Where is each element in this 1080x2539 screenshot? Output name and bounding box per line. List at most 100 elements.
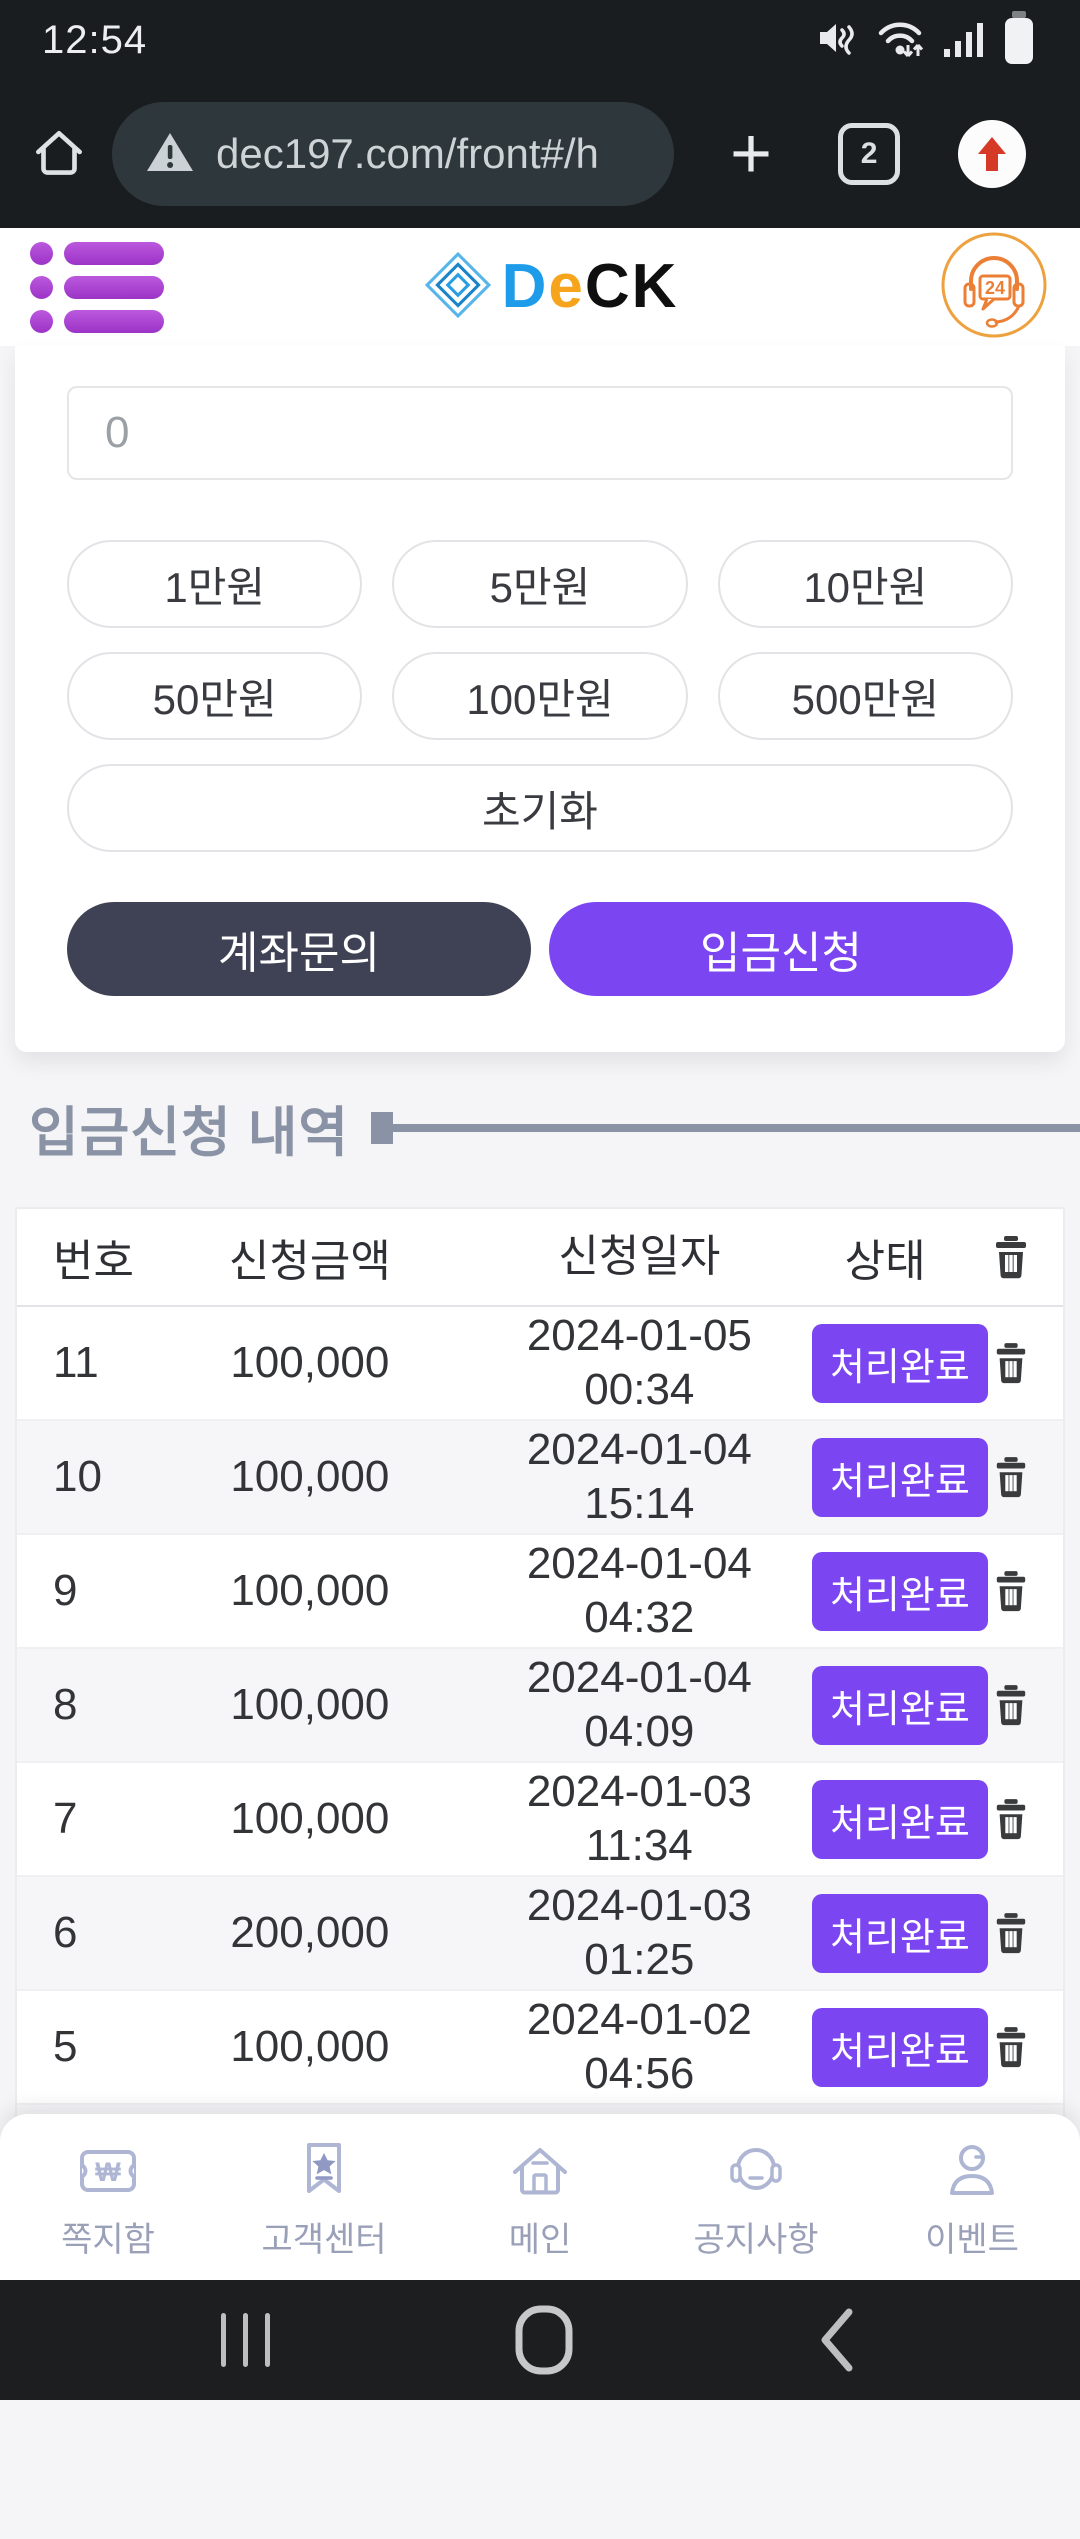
table-row: 5 100,000 2024-01-02 04:56 처리완료 xyxy=(17,1989,1063,2103)
table-header-row: 번호 신청금액 신청일자 상태 xyxy=(17,1209,1063,1307)
status-badge: 처리완료 xyxy=(811,1551,988,1631)
row-number: 9 xyxy=(53,1566,78,1615)
deposit-request-button[interactable]: 입금신청 xyxy=(549,902,1013,996)
trash-icon xyxy=(995,1236,1026,1279)
status-badge: 처리완료 xyxy=(811,1437,988,1517)
trash-icon xyxy=(996,1685,1025,1726)
wifi-icon xyxy=(874,15,926,66)
delete-row-button[interactable] xyxy=(993,1684,1029,1726)
row-amount: 100,000 xyxy=(230,1566,390,1615)
nav-item-events[interactable]: 이벤트 xyxy=(882,2138,1062,2261)
delete-all-button[interactable] xyxy=(958,1235,1063,1279)
row-amount: 100,000 xyxy=(230,1680,390,1729)
table-body: 11 100,000 2024-01-05 00:34 처리완료 10 100,0… xyxy=(17,1307,1063,2217)
deposit-form-card: 1만원 5만원 10만원 50만원 100만원 500만원 초기화 계좌문의 입금신청 xyxy=(15,346,1065,1052)
home-icon xyxy=(513,2147,567,2194)
nav-item-messages[interactable]: ₩ 쪽지함 xyxy=(18,2138,198,2261)
deposit-amount-input[interactable] xyxy=(67,386,1013,480)
nav-item-customer-center[interactable]: 고객센터 xyxy=(234,2138,414,2261)
site-header: DeCK 24 xyxy=(0,228,1080,346)
trash-icon xyxy=(996,2027,1025,2068)
delete-row-button[interactable] xyxy=(993,1798,1029,1840)
row-number: 11 xyxy=(53,1338,99,1387)
delete-row-button[interactable] xyxy=(993,1456,1029,1498)
update-arrow-icon xyxy=(978,137,1007,171)
clock: 12:54 xyxy=(42,17,148,62)
headset-person-icon xyxy=(730,2147,782,2190)
table-row: 7 100,000 2024-01-03 11:34 처리완료 xyxy=(17,1761,1063,1875)
trash-icon xyxy=(996,1457,1025,1498)
table-row: 10 100,000 2024-01-04 15:14 처리완료 xyxy=(17,1419,1063,1533)
trash-icon xyxy=(996,1343,1025,1384)
chrome-update-button[interactable] xyxy=(958,120,1027,188)
deck-logo[interactable]: DeCK xyxy=(424,251,679,324)
deck-diamond-logo-icon xyxy=(424,251,492,324)
browser-toolbar: dec197.com/front#/h + 2 xyxy=(0,80,1080,228)
delete-row-button[interactable] xyxy=(993,1912,1029,1954)
customer-support-24h-button[interactable]: 24 xyxy=(938,229,1050,346)
svg-text:24: 24 xyxy=(985,278,1005,298)
battery-icon xyxy=(1000,9,1038,72)
table-row: 8 100,000 2024-01-04 04:09 처리완료 xyxy=(17,1647,1063,1761)
reset-button[interactable]: 초기화 xyxy=(67,764,1013,852)
account-inquiry-button[interactable]: 계좌문의 xyxy=(67,902,531,996)
row-number: 6 xyxy=(53,1908,78,1957)
trash-icon xyxy=(996,1799,1025,1840)
new-tab-button[interactable]: + xyxy=(730,114,773,194)
row-number: 10 xyxy=(53,1452,102,1501)
person-icon xyxy=(950,2144,994,2195)
hamburger-menu-button[interactable] xyxy=(30,241,164,333)
form-actions: 계좌문의 입금신청 xyxy=(67,902,1013,996)
status-icons xyxy=(814,9,1038,72)
mute-vibrate-icon xyxy=(814,16,858,65)
col-header-status: 상태 xyxy=(844,1237,926,1286)
back-button[interactable] xyxy=(811,2304,865,2376)
deck-wordmark: DeCK xyxy=(501,252,679,321)
delete-row-button[interactable] xyxy=(993,2026,1029,2068)
android-status-bar: 12:54 xyxy=(0,0,1080,80)
bottom-navigation: ₩ 쪽지함 고객센터 메인 공지사항 이벤트 xyxy=(0,2114,1080,2280)
status-badge: 처리완료 xyxy=(811,1893,988,1973)
svg-text:₩: ₩ xyxy=(95,2157,121,2187)
row-number: 5 xyxy=(53,2022,78,2071)
col-header-amount: 신청금액 xyxy=(228,1237,391,1286)
table-row: 11 100,000 2024-01-05 00:34 처리완료 xyxy=(17,1307,1063,1419)
address-bar[interactable]: dec197.com/front#/h xyxy=(112,102,674,206)
row-number: 8 xyxy=(53,1680,78,1729)
delete-row-button[interactable] xyxy=(993,1570,1029,1612)
home-square-icon xyxy=(515,2305,573,2375)
table-row: 6 200,000 2024-01-03 01:25 처리완료 xyxy=(17,1875,1063,1989)
row-date: 2024-01-02 04:56 xyxy=(526,1995,752,2098)
home-button[interactable] xyxy=(512,2303,576,2377)
status-badge: 처리완료 xyxy=(811,2007,988,2087)
browser-home-button[interactable] xyxy=(28,123,90,185)
section-title-row: 입금신청 내역 xyxy=(29,1088,1080,1167)
quick-amount-button[interactable]: 100만원 xyxy=(392,652,688,740)
title-square-decoration xyxy=(371,1111,394,1144)
nav-item-main[interactable]: 메인 xyxy=(450,2138,630,2261)
quick-amount-button[interactable]: 1만원 xyxy=(67,540,363,628)
row-amount: 100,000 xyxy=(230,1452,390,1501)
table-row: 9 100,000 2024-01-04 04:32 처리완료 xyxy=(17,1533,1063,1647)
row-amount: 200,000 xyxy=(230,1908,390,1957)
section-title: 입금신청 내역 xyxy=(29,1103,350,1163)
delete-row-button[interactable] xyxy=(993,1342,1029,1384)
trash-icon xyxy=(996,1571,1025,1612)
recent-apps-button[interactable] xyxy=(215,2305,277,2375)
row-date: 2024-01-03 01:25 xyxy=(526,1881,752,1984)
menu-icon xyxy=(30,241,164,265)
quick-amount-button[interactable]: 5만원 xyxy=(392,540,688,628)
nav-item-notices[interactable]: 공지사항 xyxy=(666,2138,846,2261)
quick-amount-button[interactable]: 10만원 xyxy=(717,540,1013,628)
bookmark-star-icon xyxy=(307,2142,341,2193)
quick-amount-button[interactable]: 50만원 xyxy=(67,652,363,740)
quick-amount-button[interactable]: 500만원 xyxy=(717,652,1013,740)
row-amount: 100,000 xyxy=(230,2022,390,2071)
back-chevron-icon xyxy=(821,2308,853,2372)
row-date: 2024-01-04 04:09 xyxy=(526,1653,752,1756)
row-amount: 100,000 xyxy=(230,1794,390,1843)
warning-triangle-icon xyxy=(144,129,196,180)
tab-switcher-button[interactable]: 2 xyxy=(838,123,901,185)
row-amount: 100,000 xyxy=(230,1338,390,1387)
row-number: 7 xyxy=(53,1794,78,1843)
